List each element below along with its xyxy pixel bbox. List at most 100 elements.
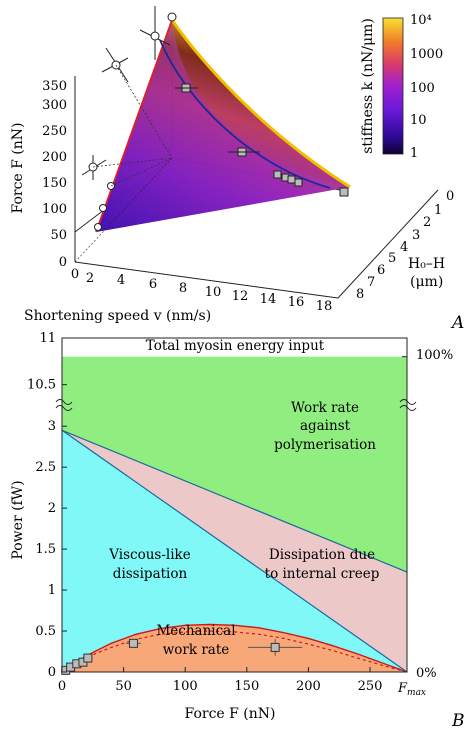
x-tick-label: 0 (71, 267, 79, 282)
x-axis-label: Force F (nN) (185, 706, 276, 722)
x-tick-label: 16 (288, 295, 305, 310)
depth-tick-label: 2 (423, 215, 431, 230)
boundary-line-lower (61, 429, 408, 673)
depth-axis (337, 189, 439, 299)
x-tick-label: 8 (179, 281, 187, 296)
panel-label-a: A (450, 313, 464, 333)
data-marker-circle (167, 12, 177, 22)
depth-tick-label: 3 (412, 228, 420, 243)
x-tick-label: 12 (232, 289, 249, 304)
z-tick-label: 200 (42, 150, 67, 165)
data-marker-circle (150, 31, 160, 41)
fit-curve (61, 630, 408, 673)
surface-top-edge (170, 19, 351, 189)
x-tick-label: 200 (296, 679, 321, 694)
depth-tick-label: 7 (367, 275, 375, 290)
x-tick-label: 250 (358, 679, 383, 694)
data-marker-square (287, 175, 296, 184)
z-ticks: 0 50 100 150 200 250 300 350 (42, 79, 67, 270)
panel-a-dotted-projections (92, 64, 173, 187)
z-axis-label: Force F (nN) (10, 123, 26, 214)
surface-blue-curve (159, 39, 331, 189)
region-label-mechanical-2: work rate (163, 642, 230, 658)
z-tick-label: 150 (42, 176, 67, 191)
colorbar-tick-label: 1 (410, 146, 418, 161)
z-tick-label: 100 (42, 202, 67, 217)
plot-frame (61, 337, 408, 673)
colorbar-label: stiffness k (nN/μm) (360, 18, 376, 154)
region-label-creep-1: Dissipation due (269, 547, 375, 563)
z-tick-label: 350 (42, 79, 67, 94)
z-tick-label: 250 (42, 124, 67, 139)
depth-tick-label: 4 (400, 240, 408, 255)
z-tick-label: 300 (42, 98, 67, 113)
colorbar-tick-label: 10⁴ (410, 13, 432, 28)
data-marker-square (294, 178, 303, 187)
region-label-creep-2: to internal creep (265, 566, 380, 582)
region-label-polymerisation-1: Work rate (291, 400, 359, 416)
region-mechanical (62, 624, 407, 672)
surface-red-edge (95, 19, 173, 233)
data-point (128, 638, 138, 648)
x-tick-label: 150 (234, 679, 259, 694)
right-tick-0: 0% (416, 666, 437, 681)
x-end-label: Fmax (397, 681, 426, 698)
data-marker-circle (99, 204, 107, 212)
colorbar-ticks: 10⁴ 1000 100 10 1 (410, 13, 443, 161)
data-point (83, 653, 93, 663)
depth-axis-label: H₀–H (408, 256, 445, 272)
depth-ticks: 0 1 2 3 4 5 6 7 8 (356, 189, 454, 302)
panel-a-markers (81, 6, 349, 231)
depth-tick-label: 1 (434, 203, 442, 218)
x-tick-label: 6 (149, 277, 157, 292)
y-axis-label: Power (fW) (10, 480, 26, 559)
x-tick-label: 4 (117, 273, 125, 288)
x-tick-label: 18 (316, 299, 333, 314)
measured-points (61, 638, 303, 675)
region-label-polymerisation-2: against (300, 418, 351, 434)
region-label-viscous-1: Viscous-like (108, 547, 190, 563)
fmax-symbol: F (397, 681, 408, 696)
y-tick-label: 2.5 (35, 460, 56, 475)
x-tick-label: 14 (260, 292, 277, 307)
chart-title: Total myosin energy input (146, 338, 325, 354)
panel-label-b: B (451, 711, 465, 731)
z-tick-label: 0 (59, 255, 67, 270)
axis-break (55, 399, 417, 411)
x-axis-label: Shortening speed v (nm/s) (24, 308, 211, 324)
panel-b: 0 50 100 150 200 250 0 0.5 1 1.5 2 2.5 3 10.5 11 Total… (10, 331, 465, 731)
depth-axis-unit: (μm) (410, 274, 443, 290)
depth-tick-label: 0 (446, 189, 454, 204)
region-label-mechanical-1: Mechanical (156, 623, 235, 639)
x-ticks: 0 2 4 6 8 10 12 14 16 18 (71, 267, 332, 314)
colorbar-tick-label: 1000 (410, 47, 443, 62)
y-tick-label: 2 (48, 501, 56, 516)
boundary-line-upper (61, 429, 408, 573)
fmax-subscript: max (407, 688, 426, 698)
data-marker-square (273, 170, 282, 179)
y-tick-label: 0 (48, 665, 56, 680)
y-tick-label: 11 (39, 331, 56, 346)
panel-a: 0 50 100 150 200 250 300 350 Force F (nN… (10, 6, 464, 333)
x-tick-label: 50 (115, 679, 132, 694)
data-marker-circle (94, 223, 102, 231)
z-tick-label: 50 (50, 228, 67, 243)
region-label-viscous-2: dissipation (113, 566, 188, 582)
colorbar (382, 17, 404, 155)
x-axis (74, 261, 339, 299)
y-tick-label: 3 (48, 419, 56, 434)
data-point (270, 642, 280, 652)
right-tick-100: 100% (416, 348, 453, 363)
axis-ticks: 0 50 100 150 200 250 0 0.5 1 1.5 2 2.5 3 10.5 11 (27, 331, 407, 694)
x-tick-label: 2 (86, 271, 94, 286)
x-tick-label: 100 (173, 679, 198, 694)
model-curve (61, 623, 408, 673)
y-tick-label: 1 (48, 583, 56, 598)
x-tick-label: 0 (58, 679, 66, 694)
y-tick-label: 0.5 (35, 624, 56, 639)
depth-tick-label: 6 (377, 263, 385, 278)
y-tick-label: 1.5 (35, 542, 56, 557)
depth-tick-label: 8 (356, 287, 364, 302)
colorbar-tick-label: 100 (410, 81, 435, 96)
